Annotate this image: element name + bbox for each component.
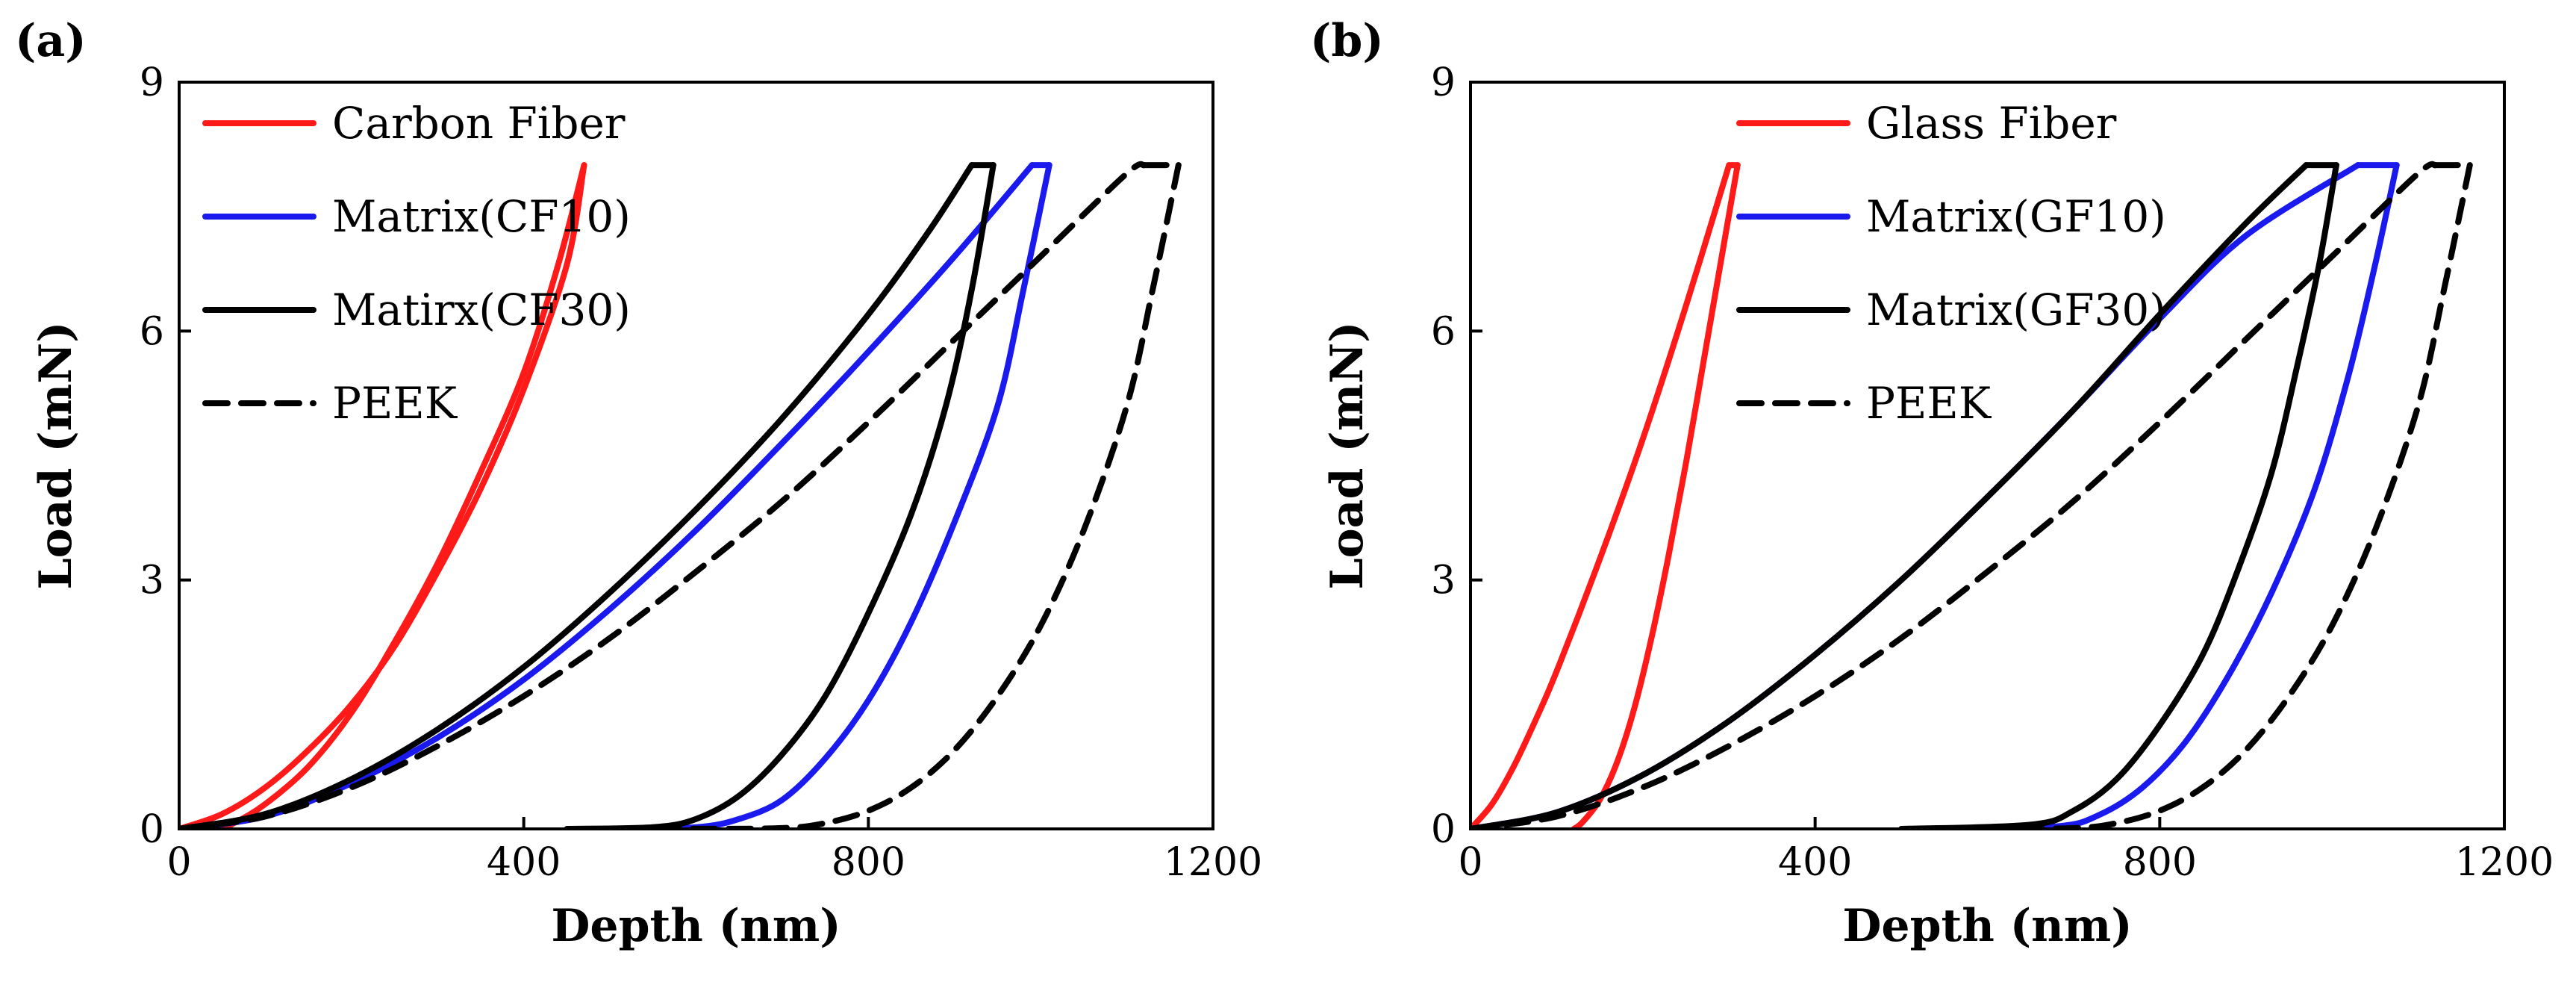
series-glass-fiber-loading-line — [1471, 162, 1733, 829]
x-tick-label: 1200 — [1164, 840, 1262, 885]
x-tick-label: 400 — [1778, 840, 1852, 885]
legend-label: Matirx(CF30) — [332, 285, 631, 335]
chart-panel-b: (b) 0 400 800 1200 0 3 6 9 Depth (nm) Load (mN) Gla… — [1310, 15, 2554, 952]
curves-group — [1471, 161, 2473, 829]
legend-label: Matrix(CF10) — [332, 191, 631, 242]
y-tick-label: 0 — [140, 807, 164, 852]
series-matrix-cf10-unloading-line — [611, 162, 1052, 829]
x-tick-label: 400 — [487, 840, 561, 885]
x-tick-label: 800 — [2123, 840, 2197, 885]
x-tick-label: 0 — [1458, 840, 1482, 885]
chart-panel-a: (a) 0 400 800 1200 0 3 6 9 Depth (nm) Load (mN) Car… — [15, 15, 1262, 952]
legend-label: PEEK — [332, 378, 458, 429]
series-matrix-gf30-loading-line — [1471, 162, 2310, 829]
plot-frame — [178, 81, 1214, 830]
y-axis-title: Load (mN) — [1321, 321, 1373, 589]
panel-label: (b) — [1310, 15, 1384, 67]
panel-label: (a) — [15, 15, 87, 67]
series-peek-unloading-line — [1967, 162, 2473, 829]
legend-label: Carbon Fiber — [332, 98, 626, 149]
legend-label: Matrix(GF10) — [1866, 191, 2166, 242]
curves-group — [179, 161, 1182, 829]
y-tick-label: 9 — [140, 60, 164, 105]
series-carbon-fiber-loading-line — [179, 162, 587, 829]
series-peek-loading-line — [179, 161, 1147, 829]
series-matirx-cf30-loading-line — [179, 162, 975, 829]
y-tick-label: 9 — [1431, 60, 1456, 105]
y-tick-label: 3 — [140, 559, 164, 603]
series-carbon-fiber-unloading-line — [210, 162, 587, 829]
y-tick-label: 6 — [140, 309, 164, 354]
x-tick-label: 0 — [166, 840, 191, 885]
y-tick-label: 6 — [1431, 309, 1456, 354]
y-tick-label: 3 — [1431, 559, 1456, 603]
series-matrix-cf10-loading-line — [179, 162, 1035, 829]
y-tick-label: 0 — [1431, 807, 1456, 852]
series-glass-fiber-unloading-line — [1571, 162, 1741, 829]
x-axis-title: Depth (nm) — [1842, 900, 2132, 952]
x-axis-title: Depth (nm) — [551, 900, 841, 952]
legend: Carbon Fiber Matrix(CF10) Matirx(CF30) PEEK — [202, 98, 631, 429]
series-peek-unloading-line — [676, 162, 1182, 829]
legend-label: PEEK — [1866, 378, 1992, 429]
x-tick-label: 1200 — [2455, 840, 2554, 885]
series-matrix-gf10-loading-line — [1471, 162, 2361, 829]
legend: Glass Fiber Matrix(GF10) Matrix(GF30) PEEK — [1736, 98, 2166, 429]
x-tick-label: 800 — [832, 840, 905, 885]
series-matirx-cf30-unloading-line — [564, 162, 997, 829]
y-axis-title: Load (mN) — [30, 321, 82, 589]
legend-label: Glass Fiber — [1866, 98, 2117, 149]
plot-frame — [1469, 81, 2506, 830]
series-matrix-gf10-unloading-line — [1941, 162, 2400, 829]
series-peek-loading-line — [1471, 161, 2439, 829]
legend-label: Matrix(GF30) — [1866, 285, 2166, 335]
series-matrix-gf30-unloading-line — [1898, 162, 2339, 829]
